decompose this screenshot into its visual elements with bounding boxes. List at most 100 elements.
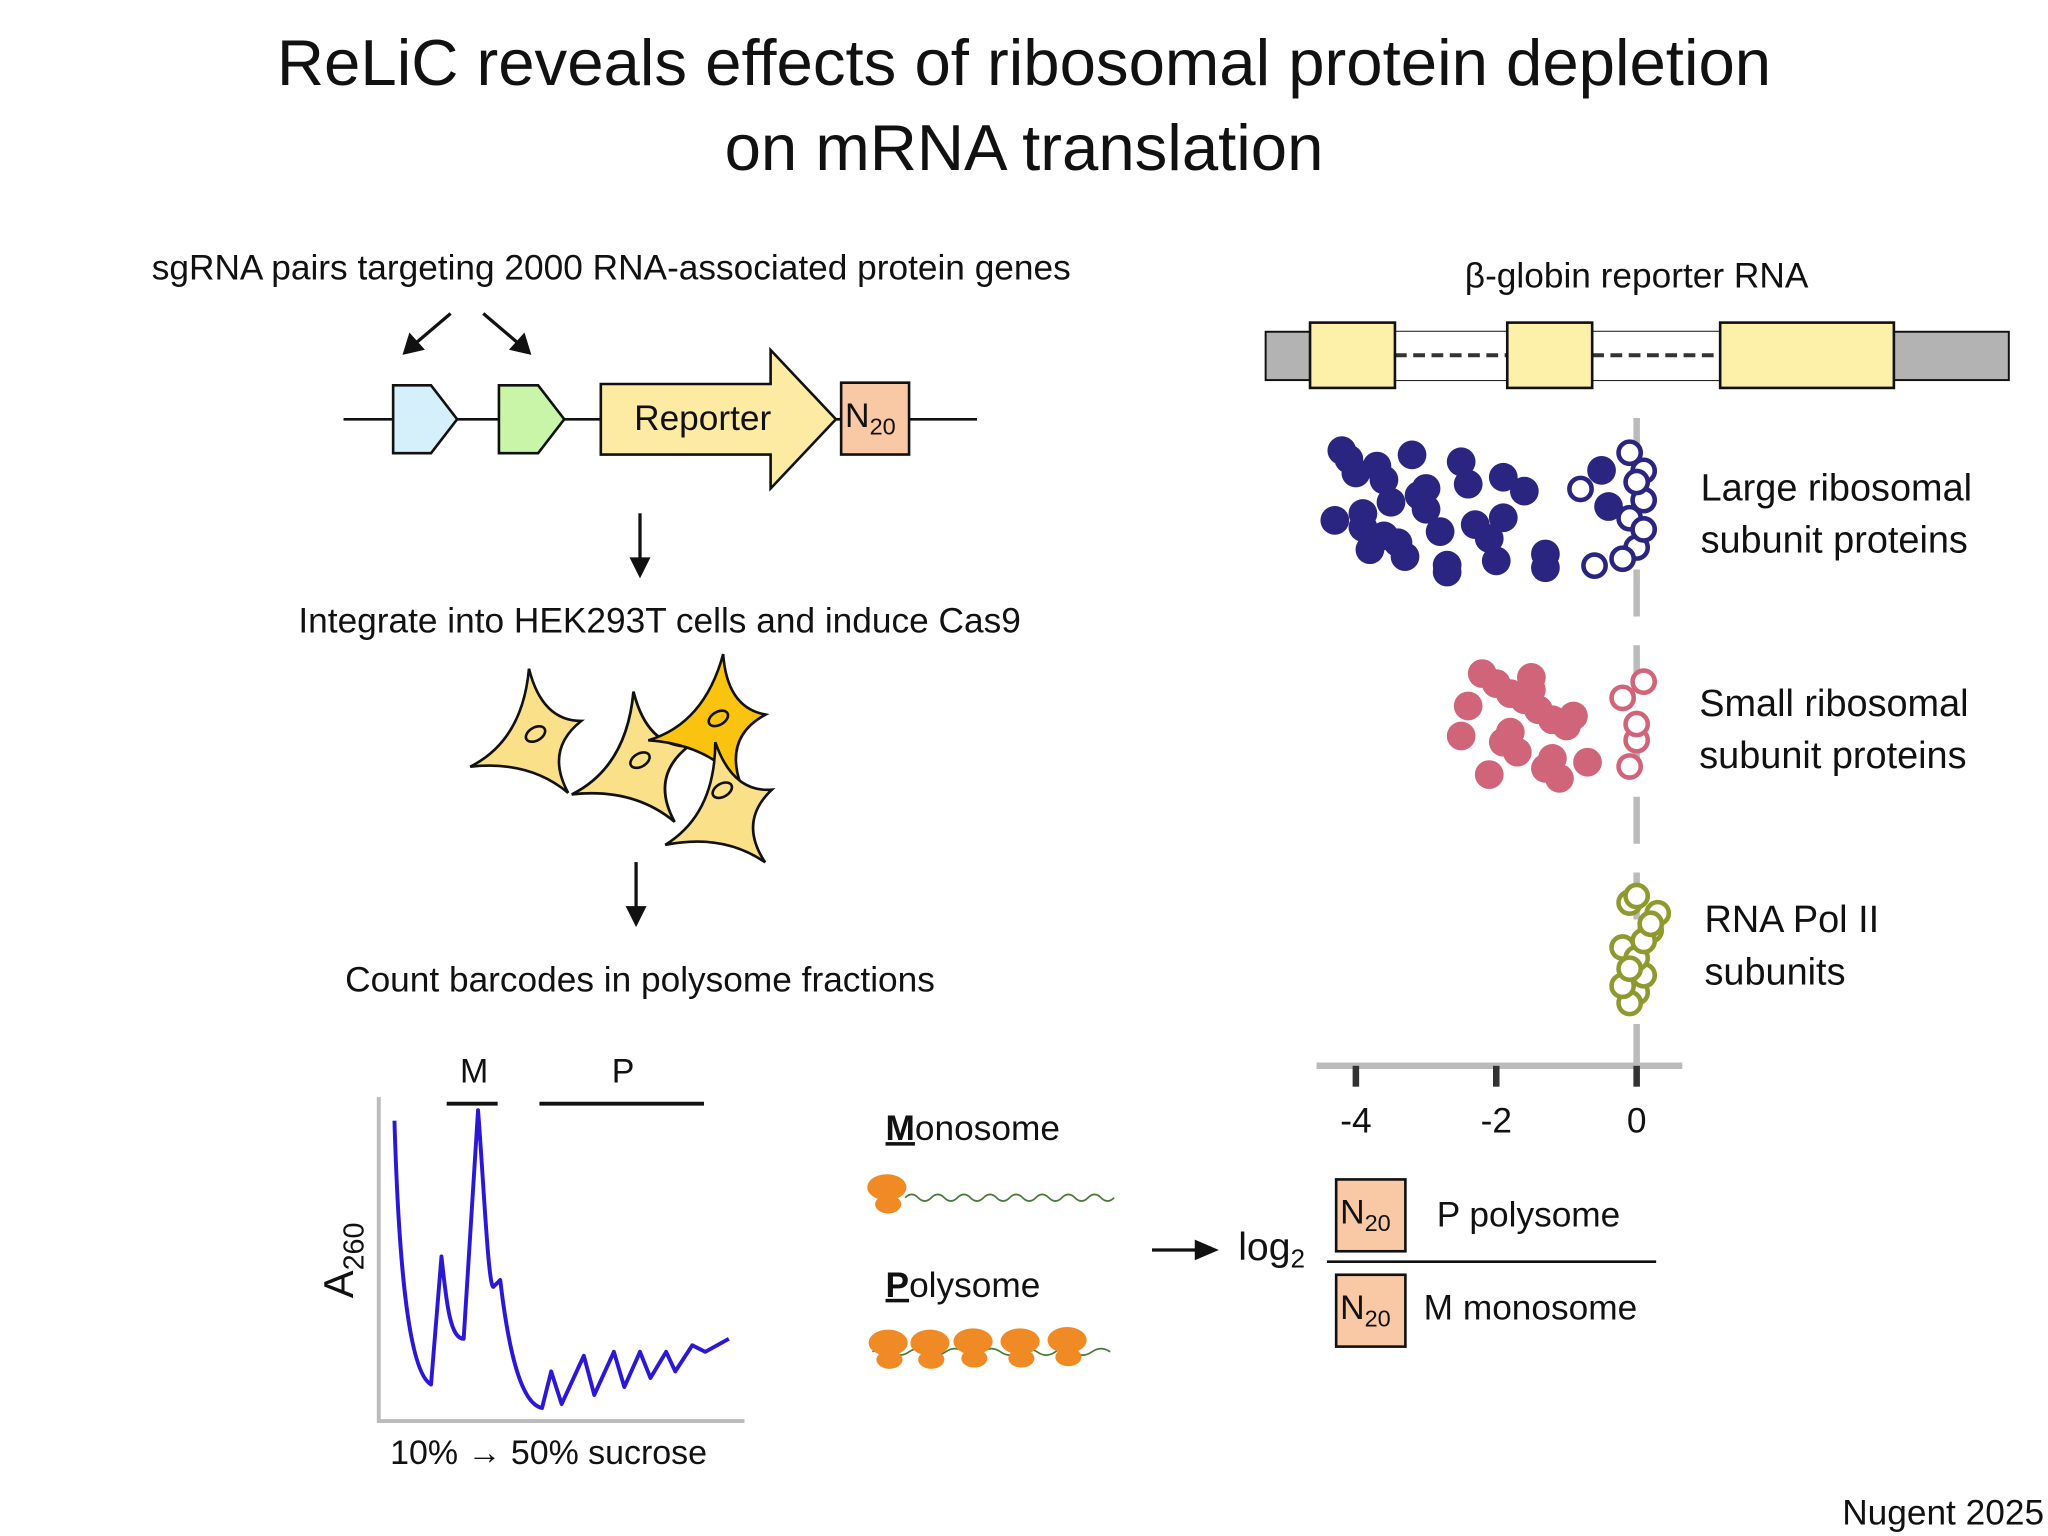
barcode-n: N <box>1340 1289 1365 1327</box>
polysome-initial: P <box>886 1266 910 1305</box>
x-tick-label: 0 <box>1627 1102 1647 1141</box>
barcode-n: N <box>1340 1194 1365 1232</box>
reporter-label: Reporter <box>634 399 771 438</box>
reporter-rna-label: β-globin reporter RNA <box>1465 257 1809 296</box>
monosome <box>867 1174 907 1214</box>
dot-open <box>1623 882 1651 910</box>
x-tick-label: -4 <box>1340 1102 1371 1141</box>
polysome <box>868 1327 1087 1369</box>
dot-filled <box>1460 510 1490 540</box>
cells <box>468 642 780 873</box>
step-text: sgRNA pairs targeting 2000 RNA-associate… <box>152 249 1071 288</box>
sgrna-1 <box>391 383 459 455</box>
dot-filled <box>1348 499 1378 528</box>
barcode-box <box>1334 1273 1407 1348</box>
monosome-rest: onosome <box>915 1109 1060 1148</box>
dot-filled <box>1509 476 1539 506</box>
dot-filled <box>1376 487 1406 517</box>
dot-filled <box>1516 663 1546 692</box>
dot-filled <box>1495 679 1525 708</box>
dot-open <box>1623 468 1651 496</box>
profile-trace <box>392 1108 730 1410</box>
dot-filled <box>1488 503 1518 533</box>
group-label: subunit proteins <box>1701 520 1968 562</box>
dot-filled <box>1425 517 1455 546</box>
barcode-label: N20 <box>845 397 896 440</box>
barcode-box <box>839 381 911 456</box>
dot-filled <box>1320 506 1350 535</box>
dot-open <box>1616 955 1644 983</box>
y-label-a: A <box>315 1270 362 1298</box>
mrna <box>904 1193 1115 1202</box>
dot-filled <box>1502 737 1532 767</box>
dot-filled <box>1446 721 1476 751</box>
step-text: Integrate into HEK293T cells and induce … <box>298 601 1020 640</box>
dot-open <box>1630 668 1658 696</box>
dot-filled <box>1594 492 1623 521</box>
dot-filled <box>1411 474 1441 503</box>
polysome-label: Polysome <box>886 1266 1041 1305</box>
group-label: Large ribosomal <box>1701 467 1972 509</box>
dot-filled <box>1362 451 1392 481</box>
dot-filled <box>1369 521 1399 551</box>
y-label-sub: 260 <box>338 1223 370 1271</box>
dot-open <box>1581 552 1608 580</box>
barcode-sub: 20 <box>1365 1210 1391 1236</box>
dot-filled <box>1573 747 1602 777</box>
barcode-box <box>1334 1178 1407 1253</box>
dot-open <box>1616 439 1644 467</box>
title-line: on mRNA translation <box>725 111 1324 184</box>
dot-open <box>1637 910 1665 938</box>
group-label: subunit proteins <box>1699 735 1966 777</box>
log-sub: 2 <box>1290 1243 1305 1273</box>
barcode-label: N20 <box>1340 1289 1391 1332</box>
m-label: M <box>460 1053 488 1091</box>
monosome-initial: M <box>886 1109 915 1148</box>
log: log <box>1238 1226 1290 1269</box>
group-label: Small ribosomal <box>1699 683 1968 725</box>
x-tick-label: -2 <box>1481 1102 1512 1141</box>
reporter-arrow <box>599 346 838 492</box>
title-line: ReLiC reveals effects of ribosomal prote… <box>277 26 1771 99</box>
dot-filled <box>1432 550 1462 580</box>
dot-open <box>1609 684 1637 712</box>
sgrna-2 <box>497 383 566 455</box>
dot-filled <box>1474 760 1504 789</box>
exons <box>1308 321 1896 390</box>
x-label: 10% → 50% sucrose <box>390 1434 707 1472</box>
dot-open <box>1567 475 1594 503</box>
profile-axes <box>376 1097 745 1424</box>
barcode-label: N20 <box>1340 1194 1391 1237</box>
dot-filled <box>1587 455 1616 485</box>
log-label: log2 <box>1238 1226 1305 1273</box>
numerator: P polysome <box>1437 1196 1621 1235</box>
group-label: RNA Pol II <box>1704 899 1879 941</box>
dot-filled <box>1446 447 1476 477</box>
group-label: subunits <box>1704 951 1845 993</box>
monosome-label: Monosome <box>886 1109 1060 1148</box>
barcode-sub: 20 <box>870 414 896 440</box>
dot-open <box>1616 753 1644 780</box>
dot-filled <box>1397 440 1427 470</box>
denominator: M monosome <box>1424 1288 1638 1327</box>
barcode-sub: 20 <box>1365 1306 1391 1332</box>
y-label: A260 <box>315 1223 370 1299</box>
dot-filled <box>1453 469 1483 499</box>
dot-filled <box>1545 764 1574 793</box>
dot-open <box>1630 516 1658 543</box>
arrows <box>402 312 1219 1261</box>
dot-filled <box>1334 444 1364 474</box>
barcode-n: N <box>845 397 870 435</box>
dot-filled <box>1488 462 1518 492</box>
dot-open <box>1609 545 1637 573</box>
dot-filled <box>1453 691 1483 721</box>
dot-filled <box>1531 539 1560 569</box>
dot-open <box>1623 710 1651 738</box>
strip-chart: -4 -2 0 Large ribosomal subunit proteins Smal… <box>1316 417 1972 1141</box>
p-label: P <box>612 1053 635 1091</box>
dot-filled <box>1538 705 1567 735</box>
dot-filled <box>1481 546 1511 576</box>
credit: Nugent 2025 <box>1842 1493 2044 1532</box>
